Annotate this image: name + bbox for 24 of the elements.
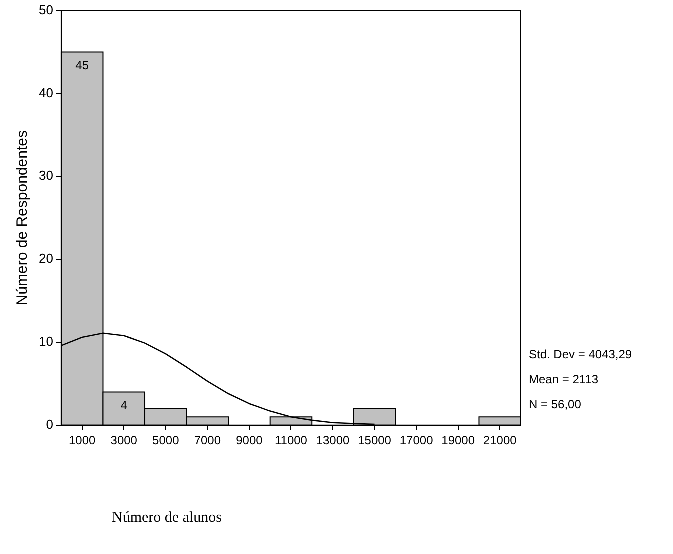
x-tick-label: 17000: [400, 434, 434, 448]
y-tick-label: 30: [38, 168, 54, 184]
text: N = 56,00: [529, 398, 582, 412]
x-tick-label: 15000: [358, 434, 392, 448]
x-tick-label: 19000: [442, 434, 476, 448]
text: Std. Dev = 4043,29: [529, 348, 632, 362]
data-label: 4: [120, 398, 128, 413]
y-axis-title: Número de Respondentes: [14, 130, 32, 306]
text: Mean = 2113: [529, 372, 599, 387]
x-tick-label: 21000: [483, 434, 518, 448]
x-tick-label: 9000: [236, 434, 264, 448]
x-tick-label: 3000: [110, 434, 138, 448]
y-tick-label: 0: [46, 416, 54, 432]
y-tick-label: 10: [38, 334, 54, 350]
data-label: 45: [76, 58, 90, 73]
x-tick-label: 11000: [274, 434, 308, 448]
x-tick-label: 7000: [194, 434, 222, 448]
x-tick-label: 1000: [68, 434, 96, 448]
x-axis-title: Número de alunos: [112, 510, 222, 526]
y-tick-label: 20: [38, 251, 54, 266]
y-tick-label: 50: [38, 2, 54, 18]
x-tick-label: 5000: [152, 434, 180, 448]
y-tick-label: 40: [38, 85, 54, 100]
x-tick-label: 13000: [316, 434, 350, 448]
